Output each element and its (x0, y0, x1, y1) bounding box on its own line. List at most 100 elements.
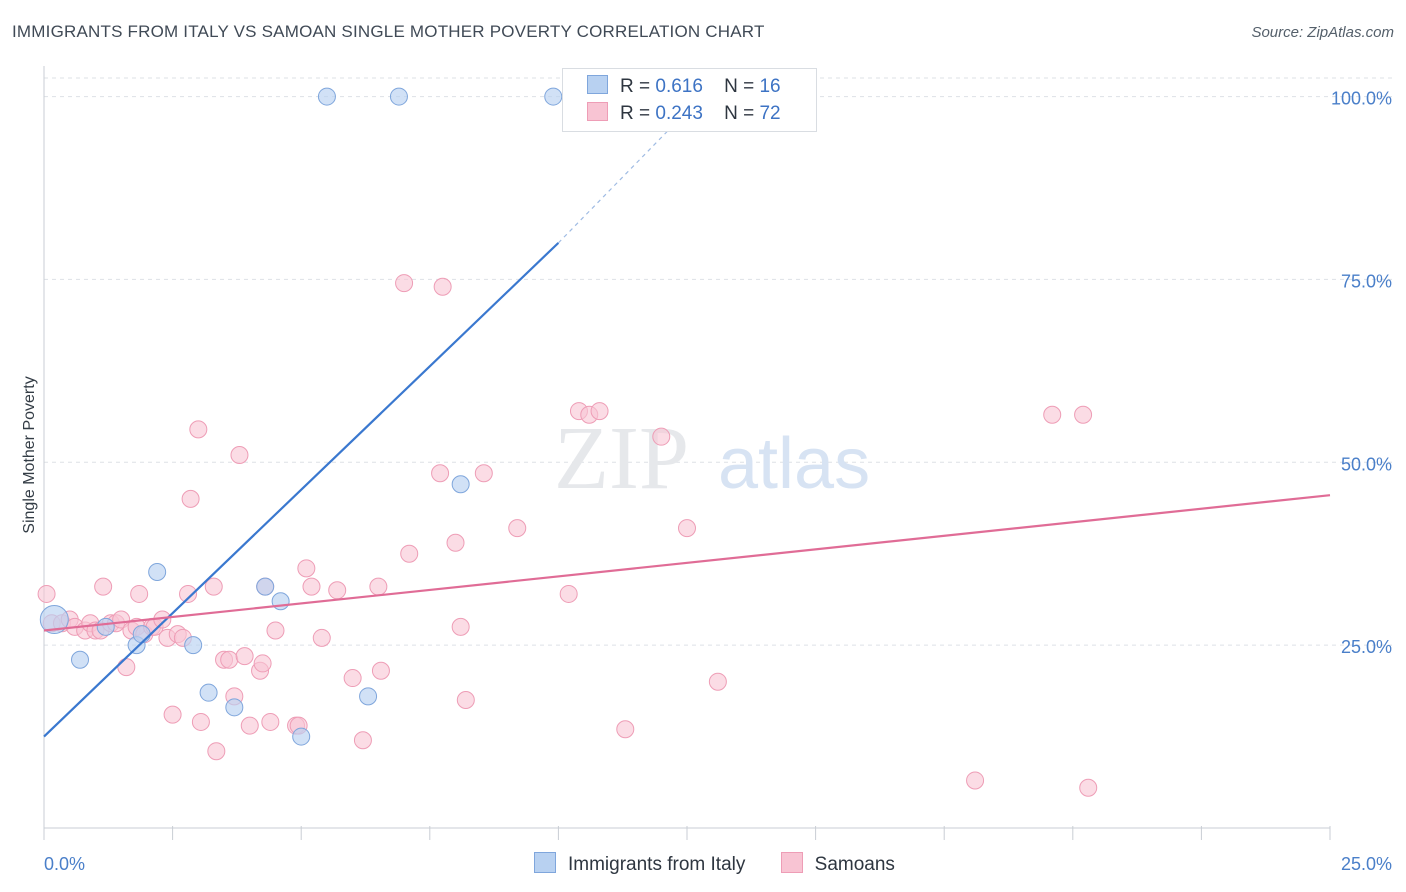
italy-point (132, 625, 151, 644)
samoan-point (343, 669, 362, 688)
italy-point (389, 87, 408, 106)
samoan-point (353, 731, 372, 750)
samoan-points (37, 274, 1098, 797)
samoan-r-label: R = (620, 103, 651, 124)
samoan-point (678, 519, 696, 538)
italy-point (451, 475, 470, 494)
axes (43, 66, 1331, 840)
samoan-point (220, 650, 239, 669)
italy-point (544, 87, 563, 106)
legend-samoan-swatch (780, 852, 803, 873)
samoan-point (240, 716, 259, 735)
legend-row-samoan: R = 0.243 N = 72 (587, 102, 781, 128)
y-tick-label-75: 75.0% (1341, 271, 1392, 291)
samoan-point (189, 420, 208, 439)
samoan-point (652, 427, 671, 446)
samoan-n-value: 72 (759, 103, 781, 124)
legend-italy-swatch (534, 852, 556, 873)
samoan-point (433, 277, 452, 296)
samoan-point (207, 742, 226, 761)
italy-swatch (587, 75, 608, 94)
samoan-point (474, 464, 493, 483)
legend-samoan-label: Samoans (814, 854, 895, 875)
samoan-point (230, 445, 249, 464)
legend-item-italy: Immigrants from Italy (534, 852, 745, 876)
samoan-point (191, 712, 210, 731)
samoan-point (179, 584, 198, 603)
samoan-point (328, 581, 347, 600)
italy-trend-line (43, 242, 560, 738)
samoan-point (400, 544, 419, 563)
italy-point (148, 563, 167, 581)
samoan-point (266, 621, 285, 640)
samoan-point (94, 577, 113, 596)
y-axis-label: Single Mother Poverty (21, 376, 38, 533)
samoan-point (371, 661, 390, 680)
samoan-point (37, 584, 56, 603)
samoan-n-label: N = (724, 103, 755, 124)
italy-point (256, 577, 275, 596)
italy-point (317, 87, 336, 106)
samoan-point (451, 617, 470, 636)
samoan-swatch (587, 102, 608, 121)
italy-r-value: 0.616 (655, 76, 703, 97)
italy-n-value: 16 (759, 76, 781, 97)
samoan-point (297, 559, 316, 578)
samoan-point (204, 577, 223, 596)
samoan-point (590, 402, 609, 421)
italy-point (184, 636, 203, 655)
samoan-point (130, 584, 149, 603)
trend-lines (43, 110, 1331, 738)
italy-point (71, 650, 90, 669)
italy-point (225, 698, 244, 717)
samoan-point (1074, 405, 1093, 424)
italy-trend-extension (557, 110, 688, 244)
y-tick-label-100: 100.0% (1331, 89, 1392, 109)
samoan-point (508, 519, 527, 538)
samoan-point (117, 658, 136, 677)
italy-point (39, 605, 69, 635)
samoan-point (369, 577, 388, 596)
samoan-point (302, 577, 321, 596)
italy-points (39, 87, 563, 746)
samoan-r-value: 0.243 (655, 103, 703, 124)
samoan-point (446, 533, 465, 552)
samoan-point (163, 705, 182, 724)
samoan-point (1043, 405, 1062, 424)
samoan-point (966, 771, 985, 790)
source-label: Source: ZipAtlas.com (1251, 24, 1394, 41)
samoan-point (181, 489, 200, 508)
samoan-point (261, 712, 280, 731)
legend-item-samoan: Samoans (780, 852, 895, 876)
samoan-point (559, 584, 578, 603)
samoan-point (235, 647, 254, 666)
italy-point (199, 683, 218, 702)
samoan-point (616, 720, 635, 739)
italy-point (359, 687, 378, 706)
italy-point (292, 727, 311, 746)
x-tick-label-min: 0.0% (44, 854, 85, 874)
samoan-point (456, 691, 475, 709)
samoan-point (1079, 778, 1098, 797)
italy-n-label: N = (724, 76, 755, 97)
x-tick-label-max: 25.0% (1341, 854, 1392, 874)
series-legend: Immigrants from Italy Samoans (534, 852, 925, 876)
watermark-zip: ZIP (554, 409, 689, 508)
chart-title: IMMIGRANTS FROM ITALY VS SAMOAN SINGLE M… (12, 22, 765, 41)
samoan-point (395, 274, 414, 293)
legend-italy-label: Immigrants from Italy (568, 854, 746, 875)
tick-labels: 25.0% 50.0% 75.0% 100.0% 0.0% 25.0% (44, 89, 1392, 874)
samoan-point (312, 628, 331, 647)
italy-point (96, 617, 115, 636)
watermark: ZIP atlas (554, 409, 870, 508)
samoan-point (253, 654, 272, 673)
samoan-point (431, 464, 450, 483)
italy-r-label: R = (620, 76, 651, 97)
watermark-atlas: atlas (718, 424, 870, 504)
legend-row-italy: R = 0.616 N = 16 (587, 75, 781, 101)
y-tick-label-25: 25.0% (1341, 637, 1392, 657)
samoan-trend-line (43, 494, 1331, 632)
y-tick-label-50: 50.0% (1341, 454, 1392, 474)
samoan-point (708, 672, 727, 691)
